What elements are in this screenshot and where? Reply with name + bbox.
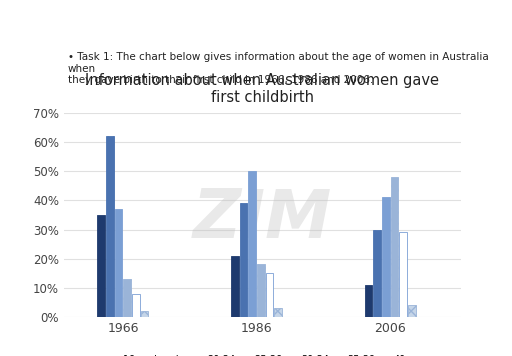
Bar xyxy=(365,285,372,317)
Bar xyxy=(115,209,122,317)
Bar xyxy=(391,177,398,317)
Bar xyxy=(240,203,247,317)
Bar xyxy=(248,171,256,317)
Legend: 19 and under, 20-24, 25-29, 30-34, 35-39, 40+: 19 and under, 20-24, 25-29, 30-34, 35-39… xyxy=(107,351,418,356)
Text: • Task 1: The chart below gives information about the age of women in Australia : • Task 1: The chart below gives informat… xyxy=(68,52,489,85)
Bar xyxy=(106,136,114,317)
Bar xyxy=(97,215,105,317)
Bar xyxy=(382,198,390,317)
Bar xyxy=(141,311,148,317)
Bar xyxy=(274,308,282,317)
Bar xyxy=(408,305,416,317)
Bar xyxy=(257,265,265,317)
Title: Information about when Australian women gave
first childbirth: Information about when Australian women … xyxy=(86,73,439,105)
Bar xyxy=(399,232,407,317)
Bar xyxy=(231,256,239,317)
Bar xyxy=(132,294,140,317)
Bar xyxy=(373,230,381,317)
Bar xyxy=(266,273,273,317)
Bar xyxy=(123,279,131,317)
Text: ZIM: ZIM xyxy=(193,186,332,252)
